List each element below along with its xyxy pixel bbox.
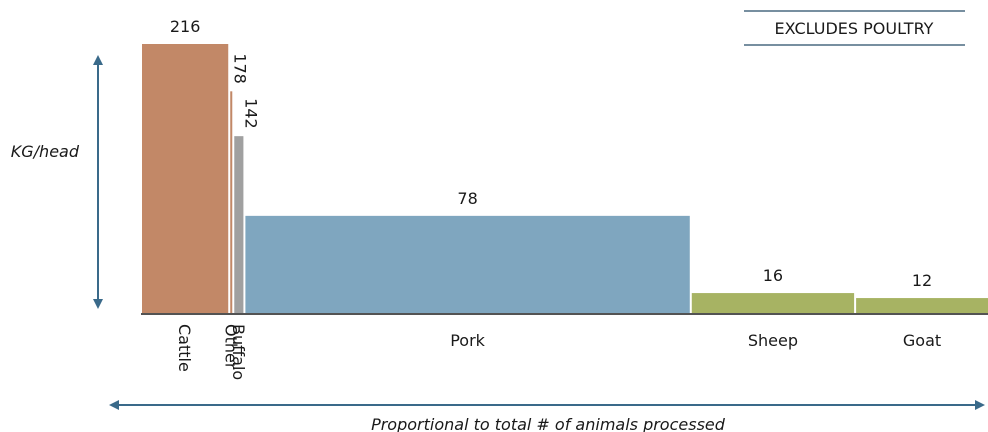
category-label-goat: Goat <box>903 331 941 350</box>
note-box: EXCLUDES POULTRY <box>744 10 965 46</box>
bar-other <box>230 91 233 313</box>
bar-pork <box>245 215 690 313</box>
value-label-goat: 12 <box>912 271 932 290</box>
value-label-pork: 78 <box>457 189 477 208</box>
value-labels: 216 178 142 78 16 12 <box>170 17 932 290</box>
category-label-cattle: Cattle <box>175 324 194 372</box>
y-axis-label: KG/head <box>11 142 80 161</box>
value-label-other: 178 <box>230 53 249 84</box>
category-label-buffalo: Buffalo <box>229 324 248 380</box>
bar-cattle <box>142 44 229 313</box>
note-text: EXCLUDES POULTRY <box>775 19 934 38</box>
value-label-sheep: 16 <box>763 266 783 285</box>
value-label-cattle: 216 <box>170 17 201 36</box>
value-label-buffalo: 142 <box>241 98 260 129</box>
category-label-other: Other <box>221 324 240 370</box>
category-label-pork: Pork <box>450 331 485 350</box>
x-axis-label: Proportional to total # of animals proce… <box>371 415 726 432</box>
bar-sheep <box>691 293 855 313</box>
bar-buffalo <box>234 136 244 313</box>
category-label-sheep: Sheep <box>748 331 798 350</box>
bar-goat <box>856 298 988 313</box>
bars <box>142 44 988 313</box>
